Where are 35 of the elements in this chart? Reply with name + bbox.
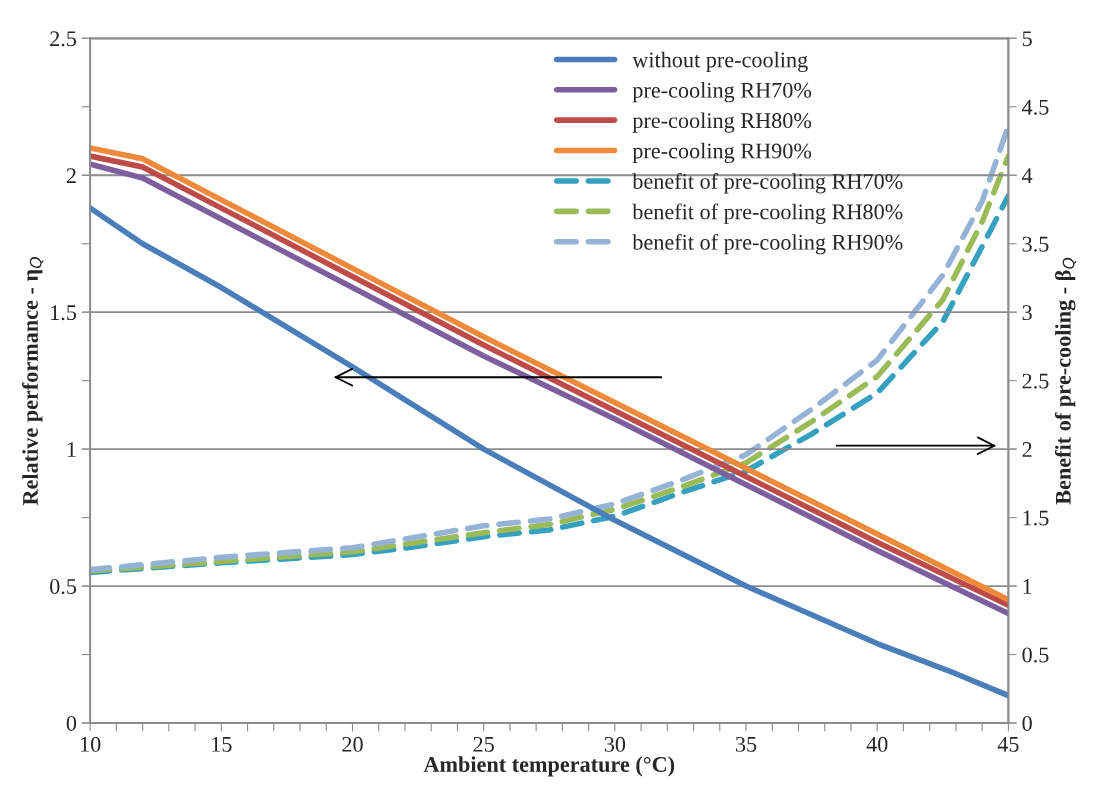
y2-tick-label: 1 (1023, 579, 1032, 594)
legend-label: pre-cooling RH90% (632, 142, 812, 164)
x-tick-label: 25 (473, 736, 494, 752)
x-tick-label: 35 (735, 736, 757, 752)
x-tick-label: 10 (81, 736, 101, 752)
y2-axis-title: Benefit of pre-cooling - β$_{Q}$ (1054, 257, 1077, 505)
legend-label: benefit of pre-cooling RH90% (632, 233, 903, 255)
y-tick-label: 0.5 (50, 578, 77, 595)
y2-tick-label: 4.5 (1022, 99, 1049, 115)
y2-tick-label: 5 (1022, 31, 1032, 47)
legend-label: pre-cooling RH70% (632, 82, 812, 103)
y-tick-label: 1 (67, 442, 76, 457)
y2-tick-label: 0 (1022, 715, 1032, 731)
y2-tick-label: 1.5 (1023, 510, 1049, 526)
legend-label: benefit of pre-cooling RH70% (632, 173, 903, 194)
x-tick-label: 30 (604, 736, 626, 752)
x-tick-label: 20 (342, 736, 363, 752)
y-tick-label: 1.5 (51, 305, 77, 321)
y2-tick-label: 0.5 (1022, 647, 1049, 663)
y-tick-label: 2.5 (50, 31, 77, 47)
y2-tick-label: 2.5 (1022, 373, 1049, 389)
legend-label: pre-cooling RH80% (632, 112, 812, 133)
y-tick-label: 0 (66, 715, 77, 731)
x-tick-label: 40 (866, 736, 888, 752)
x-axis-title: Ambient temperature (°C) (423, 756, 675, 777)
y2-tick-label: 4 (1022, 168, 1033, 183)
y2-tick-label: 3.5 (1022, 236, 1049, 252)
y-tick-label: 2 (66, 168, 76, 183)
legend-label: benefit of pre-cooling RH80% (632, 203, 903, 224)
x-tick-label: 45 (997, 736, 1019, 752)
y2-tick-label: 3 (1022, 305, 1032, 321)
y-axis-title: Relative performance - η$_{Q}$ (22, 257, 44, 506)
legend-label: without pre-cooling (632, 51, 808, 72)
x-tick-label: 15 (212, 736, 232, 752)
y2-tick-label: 2 (1022, 442, 1032, 457)
